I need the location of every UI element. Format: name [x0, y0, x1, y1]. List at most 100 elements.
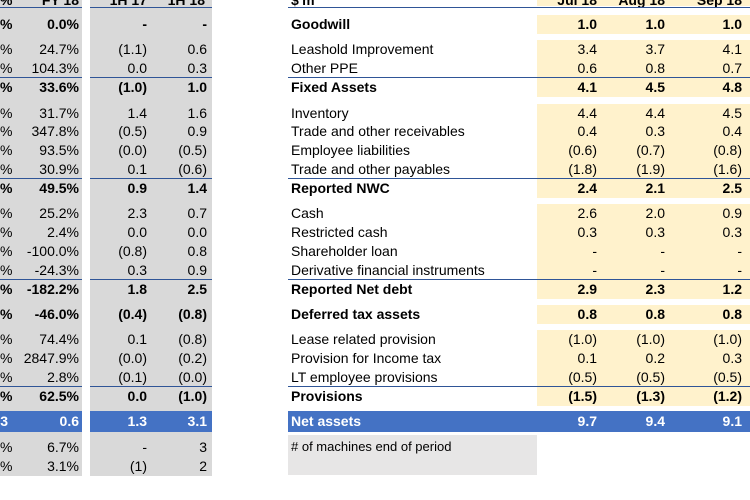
value-cell: 4.8 [722, 78, 742, 95]
h1-cell: - [142, 438, 147, 455]
value-cell: (0.8) [713, 141, 742, 158]
row-label: Goodwill [291, 15, 351, 32]
value-bg [605, 178, 673, 198]
value-cell: (1.9) [636, 160, 665, 177]
unit-cell: % [0, 223, 13, 240]
value-cell: - [737, 242, 742, 259]
row-label: Employee liabilities [291, 141, 411, 158]
pct-cell: 30.9% [39, 160, 79, 177]
value-cell: 0.3 [722, 223, 742, 240]
value-bg [537, 329, 605, 349]
value-cell: 0.7 [722, 59, 742, 76]
value-cell: (1.6) [713, 160, 742, 177]
value-cell: (1.0) [568, 330, 597, 347]
value-cell: 0.8 [722, 305, 742, 322]
total-bar [90, 411, 212, 432]
h2-cell: 0.3 [187, 59, 207, 76]
value-cell: 2.3 [645, 280, 665, 297]
row-rule [90, 178, 212, 179]
header-cell: Aug 18 [618, 0, 665, 8]
value-bg [605, 304, 673, 324]
h2-cell: 3.1 [187, 412, 207, 429]
value-cell: - [592, 261, 597, 278]
value-bg [673, 260, 750, 280]
pct-cell: 104.3% [31, 59, 79, 76]
value-cell: 2.1 [645, 179, 665, 196]
header-cell: Jul 18 [557, 0, 597, 8]
unit-cell: % [0, 368, 13, 385]
value-bg [537, 367, 605, 387]
header-rule [0, 7, 82, 8]
value-cell: 9.7 [577, 412, 597, 429]
row-rule [0, 77, 82, 78]
h1-cell: (0.1) [118, 368, 147, 385]
value-bg [605, 103, 673, 123]
header-cell: FY 18 [41, 0, 79, 8]
pct-cell: 33.6% [39, 78, 79, 95]
h2-cell: (0.6) [178, 160, 207, 177]
h1-cell: 0.1 [127, 160, 147, 177]
row-rule [288, 77, 750, 78]
value-bg [605, 159, 673, 179]
value-bg [605, 14, 673, 34]
value-cell: 0.2 [645, 349, 665, 366]
header-cell: Sep 18 [696, 0, 742, 8]
value-bg [605, 203, 673, 223]
row-rule [288, 279, 750, 280]
value-bg [537, 279, 605, 299]
h1-cell: (1.0) [118, 78, 147, 95]
row-rule [0, 386, 82, 387]
h2-cell: 0.9 [187, 122, 207, 139]
value-cell: 4.5 [722, 104, 742, 121]
value-cell: - [660, 261, 665, 278]
h2-cell: 2.5 [187, 280, 207, 297]
total-bar [0, 411, 82, 432]
value-cell: (1.8) [568, 160, 597, 177]
pct-cell: 347.8% [31, 122, 79, 139]
value-cell: (0.7) [636, 141, 665, 158]
pct-cell: 31.7% [39, 104, 79, 121]
h2-cell: - [202, 15, 207, 32]
h1-cell: 1.3 [127, 412, 147, 429]
value-bg [673, 304, 750, 324]
value-cell: 0.4 [722, 122, 742, 139]
value-bg [673, 348, 750, 368]
gray-block [90, 0, 212, 476]
row-label: Reported Net debt [291, 280, 413, 297]
value-bg [673, 329, 750, 349]
unit-cell: % [0, 330, 13, 347]
value-cell: 2.6 [577, 204, 597, 221]
value-cell: (0.5) [636, 368, 665, 385]
unit-cell: % [0, 204, 13, 221]
header-cell: $'m [291, 0, 315, 8]
value-cell: - [660, 242, 665, 259]
value-bg [673, 77, 750, 97]
value-cell: 4.1 [722, 40, 742, 57]
value-bg [673, 121, 750, 141]
h2-cell: 1.4 [187, 179, 207, 196]
pct-cell: 2.8% [47, 368, 79, 385]
value-bg [673, 14, 750, 34]
row-label: Shareholder loan [291, 242, 398, 259]
value-cell: (1.2) [713, 387, 742, 404]
value-bg [537, 77, 605, 97]
value-cell: (1.5) [568, 387, 597, 404]
value-cell: 2.9 [577, 280, 597, 297]
value-bg [537, 14, 605, 34]
value-bg [605, 77, 673, 97]
value-cell: 0.3 [645, 122, 665, 139]
row-label: LT employee provisions [291, 368, 438, 385]
value-bg [537, 58, 605, 78]
value-bg [605, 260, 673, 280]
pct-cell: 0.0% [47, 15, 79, 32]
row-label: Inventory [291, 104, 349, 121]
value-bg [673, 159, 750, 179]
h2-cell: (0.0) [178, 368, 207, 385]
value-bg [673, 367, 750, 387]
row-label: Other PPE [291, 59, 358, 76]
unit-cell: % [0, 122, 13, 139]
row-label: Derivative financial instruments [291, 261, 485, 278]
row-label: Trade and other receivables [291, 122, 465, 139]
value-cell: 3.4 [577, 40, 597, 57]
